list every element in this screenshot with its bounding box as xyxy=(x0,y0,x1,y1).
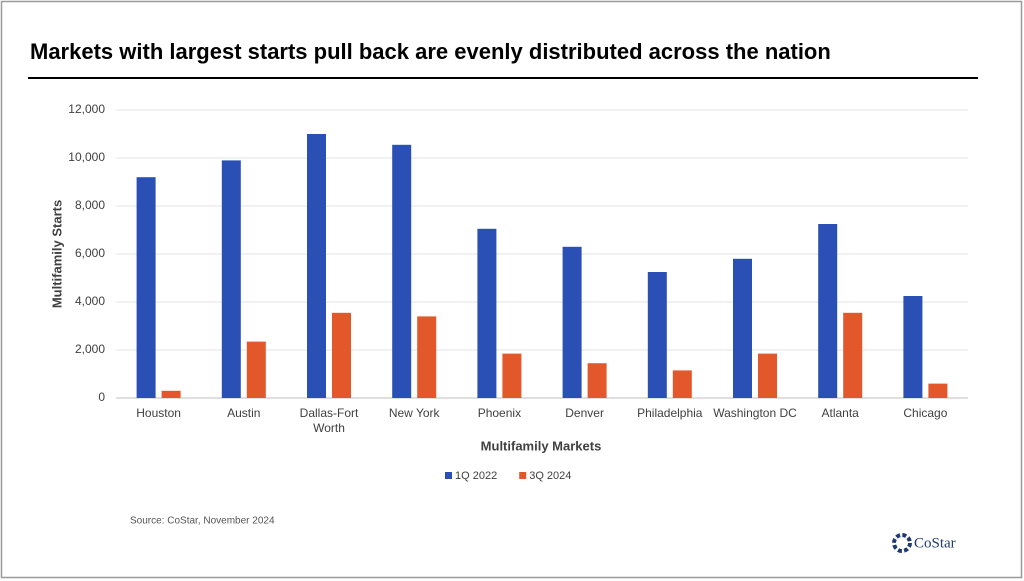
y-tick-label: 12,000 xyxy=(68,102,105,116)
logo-icon xyxy=(892,533,912,553)
legend-swatch xyxy=(445,472,452,479)
bar xyxy=(562,246,582,398)
bar xyxy=(221,160,241,398)
x-tick-label: Dallas-Fort Worth xyxy=(299,406,359,435)
x-tick-label: Houston xyxy=(136,406,181,420)
x-tick-label: New York xyxy=(388,406,440,420)
bar xyxy=(587,363,607,398)
bar xyxy=(161,390,181,398)
bar xyxy=(733,258,752,398)
source-note: Source: CoStar, November 2024 xyxy=(130,516,275,527)
bar xyxy=(672,370,692,398)
bar xyxy=(136,177,156,398)
bar xyxy=(307,134,326,398)
legend-label: 3Q 2024 xyxy=(529,470,571,482)
y-tick-label: 8,000 xyxy=(75,198,105,212)
x-tick-label: Philadelphia xyxy=(637,406,703,420)
chart-title: Markets with largest starts pull back ar… xyxy=(30,39,831,64)
x-tick-label: Washington DC xyxy=(713,406,797,420)
bar xyxy=(843,312,863,398)
x-axis-title: Multifamily Markets xyxy=(481,438,602,453)
bar xyxy=(502,353,522,398)
x-tick-label: Austin xyxy=(227,406,261,420)
y-tick-label: 10,000 xyxy=(68,150,105,164)
y-tick-label: 6,000 xyxy=(75,246,105,260)
bar xyxy=(758,353,777,398)
legend-swatch xyxy=(519,472,527,479)
x-tick-label: Phoenix xyxy=(477,406,522,420)
x-tick-label: Chicago xyxy=(903,406,948,420)
x-tick-label: Atlanta xyxy=(821,406,859,420)
x-tick-label: Denver xyxy=(565,406,604,420)
y-tick-label: 2,000 xyxy=(75,342,105,356)
bar xyxy=(928,383,948,398)
y-tick-label: 0 xyxy=(98,390,105,404)
bar xyxy=(332,312,351,398)
bar xyxy=(392,144,412,398)
y-tick-label: 4,000 xyxy=(75,294,105,308)
bar xyxy=(647,272,667,398)
bar xyxy=(246,341,266,398)
bar xyxy=(417,316,437,398)
bar xyxy=(903,296,923,398)
y-axis-title: Multifamily Starts xyxy=(49,200,64,308)
bar xyxy=(818,224,838,398)
legend-label: 1Q 2022 xyxy=(455,470,497,482)
bar xyxy=(477,228,497,398)
logo-text: CoStar xyxy=(914,535,956,551)
